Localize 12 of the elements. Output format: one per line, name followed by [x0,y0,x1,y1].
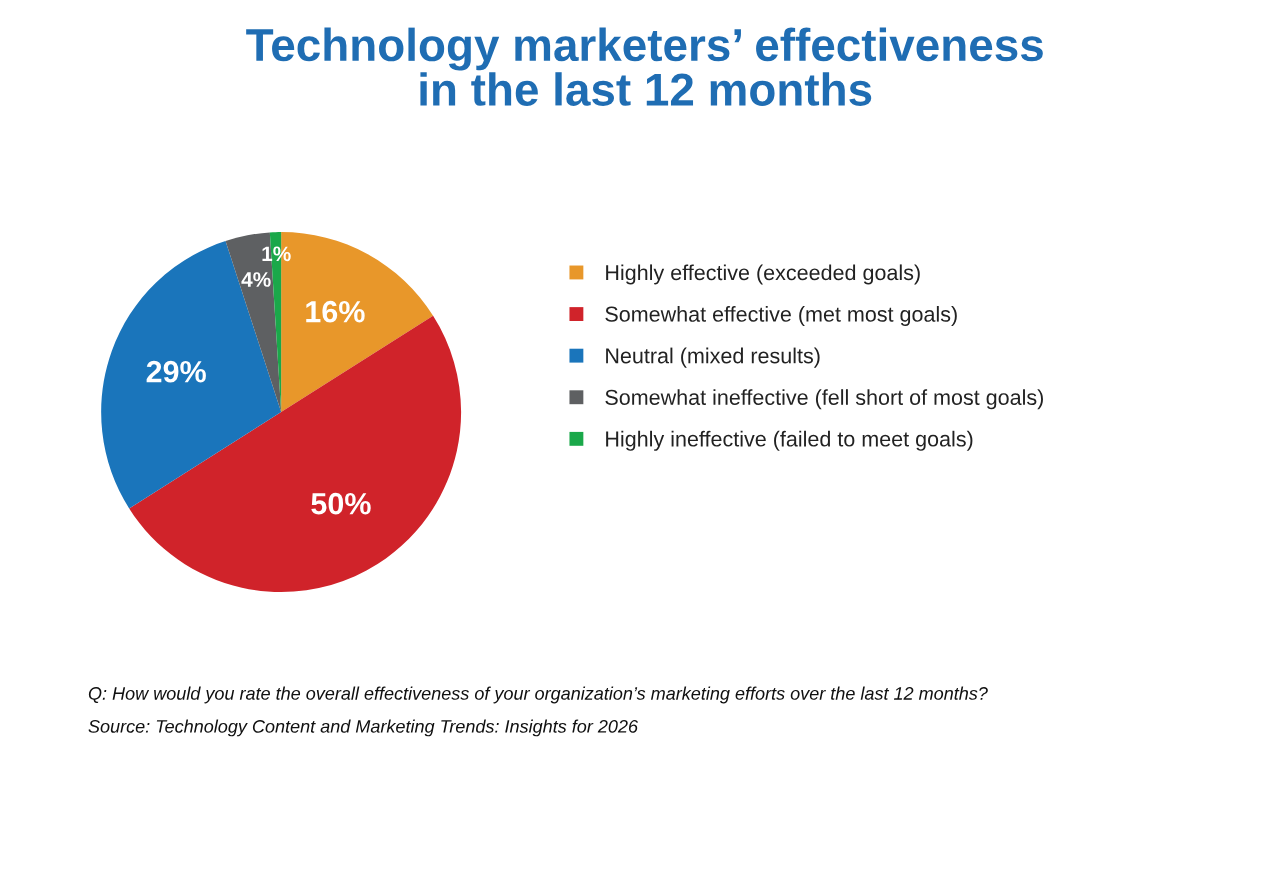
data-label: 50% [311,492,371,515]
data-label: 29% [146,360,206,383]
data-label: 4% [241,272,271,287]
legend-label: Somewhat effective (met most goals) [605,306,957,327]
data-label: 16% [306,300,365,323]
text: Q: How would you rate the overall effectiveness of your organization’s marketing efforts over the last 12 months? [88,686,988,704]
legend-label: Highly ineffective (failed to meet goals) [606,430,973,451]
legend-label: Neutral (mixed results) [606,347,820,368]
legend-label: Somewhat ineffective (fell short of most goals) [605,389,1043,410]
source-note: Source: Technology Content and Marketing Trends: Insights for 2026 [88,719,639,737]
legend-label: Highly effective (exceeded goals) [606,264,920,285]
chart-title: Technology marketers’ effectiveness in the last 12 months [246,27,1043,106]
